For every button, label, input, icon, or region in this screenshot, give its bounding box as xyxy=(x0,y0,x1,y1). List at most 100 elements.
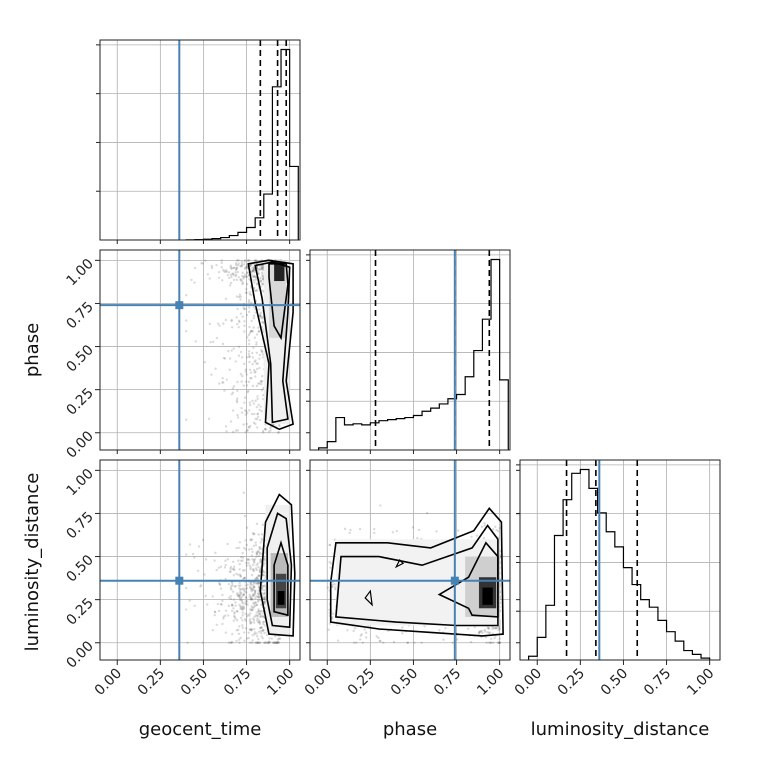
sample-point xyxy=(333,538,336,541)
sample-point xyxy=(480,525,484,529)
sample-point xyxy=(257,637,260,641)
sample-point xyxy=(255,595,258,598)
sample-point xyxy=(234,429,238,432)
sample-point xyxy=(238,568,241,571)
sample-point xyxy=(211,340,215,344)
sample-point xyxy=(379,639,382,643)
sample-point xyxy=(220,261,223,265)
sample-point xyxy=(498,637,501,640)
sample-point xyxy=(236,594,240,598)
sample-point xyxy=(209,341,212,344)
sample-point xyxy=(239,278,242,282)
sample-point xyxy=(417,528,421,532)
sample-point xyxy=(245,291,248,295)
sample-point xyxy=(248,292,251,296)
sample-point xyxy=(249,371,253,374)
sample-point xyxy=(218,581,221,585)
sample-point xyxy=(248,331,252,335)
sample-point xyxy=(346,629,349,632)
sample-point xyxy=(274,641,278,644)
sample-point xyxy=(253,585,256,589)
sample-point xyxy=(497,627,501,630)
sample-point xyxy=(248,595,251,599)
sample-point xyxy=(278,637,281,640)
sample-point xyxy=(263,571,266,574)
sample-point xyxy=(258,545,261,549)
sample-point xyxy=(257,574,261,578)
sample-point xyxy=(251,269,254,273)
sample-point xyxy=(240,356,244,359)
sample-point xyxy=(221,381,224,384)
sample-point xyxy=(260,626,263,630)
sample-point xyxy=(251,617,255,620)
sample-point xyxy=(240,279,244,283)
sample-point xyxy=(231,632,234,636)
sample-point xyxy=(244,265,248,269)
sample-point xyxy=(218,324,221,327)
sample-point xyxy=(254,601,257,604)
density-peak-cell xyxy=(482,587,493,605)
sample-point xyxy=(218,382,221,385)
sample-point xyxy=(216,322,220,325)
sample-point xyxy=(241,624,244,627)
sample-point xyxy=(220,603,223,606)
panel-0-0 xyxy=(96,39,301,241)
sample-point xyxy=(253,628,256,631)
sample-point xyxy=(250,547,254,551)
sample-point xyxy=(256,397,259,401)
sample-point xyxy=(253,558,257,561)
sample-point xyxy=(253,593,256,596)
sample-point xyxy=(240,608,244,611)
sample-point xyxy=(248,426,251,429)
sample-point xyxy=(250,627,253,631)
sample-point xyxy=(258,626,262,630)
sample-point xyxy=(249,598,253,601)
sample-point xyxy=(257,272,261,275)
sample-point xyxy=(259,614,263,618)
sample-point xyxy=(479,630,482,633)
sample-point xyxy=(255,405,259,409)
sample-point xyxy=(248,593,251,597)
sample-point xyxy=(234,601,237,604)
sample-point xyxy=(224,425,228,428)
sample-point xyxy=(246,259,250,263)
sample-point xyxy=(435,530,438,533)
sample-point xyxy=(213,613,216,617)
sample-point xyxy=(185,330,188,333)
truth-marker xyxy=(450,576,459,585)
sample-point xyxy=(231,391,235,394)
sample-point xyxy=(243,576,246,580)
sample-point xyxy=(261,587,264,590)
sample-point xyxy=(239,616,243,620)
sample-point xyxy=(215,264,218,267)
sample-point xyxy=(241,315,244,318)
sample-point xyxy=(240,264,244,267)
sample-point xyxy=(263,598,266,601)
sample-point xyxy=(257,596,260,599)
sample-point xyxy=(249,582,253,585)
sample-point xyxy=(248,619,252,623)
sample-point xyxy=(249,597,253,600)
x-tick-label: 0.25 xyxy=(135,666,168,699)
sample-point xyxy=(252,588,255,591)
sample-point xyxy=(237,276,241,279)
sample-point xyxy=(259,405,262,408)
sample-point xyxy=(197,545,201,548)
sample-point xyxy=(242,594,246,597)
sample-point xyxy=(185,319,188,322)
sample-point xyxy=(231,560,235,564)
sample-point xyxy=(227,349,230,353)
sample-point xyxy=(231,272,234,276)
sample-point xyxy=(229,284,232,287)
sample-point xyxy=(227,641,231,644)
sample-point xyxy=(256,415,260,419)
sample-point xyxy=(260,349,263,352)
sample-point xyxy=(259,279,263,282)
sample-point xyxy=(219,587,223,590)
sample-point xyxy=(206,603,209,606)
sample-point xyxy=(253,360,256,363)
sample-point xyxy=(257,382,260,385)
sample-point xyxy=(486,630,489,634)
sample-point xyxy=(239,264,242,268)
sample-point xyxy=(232,266,236,270)
